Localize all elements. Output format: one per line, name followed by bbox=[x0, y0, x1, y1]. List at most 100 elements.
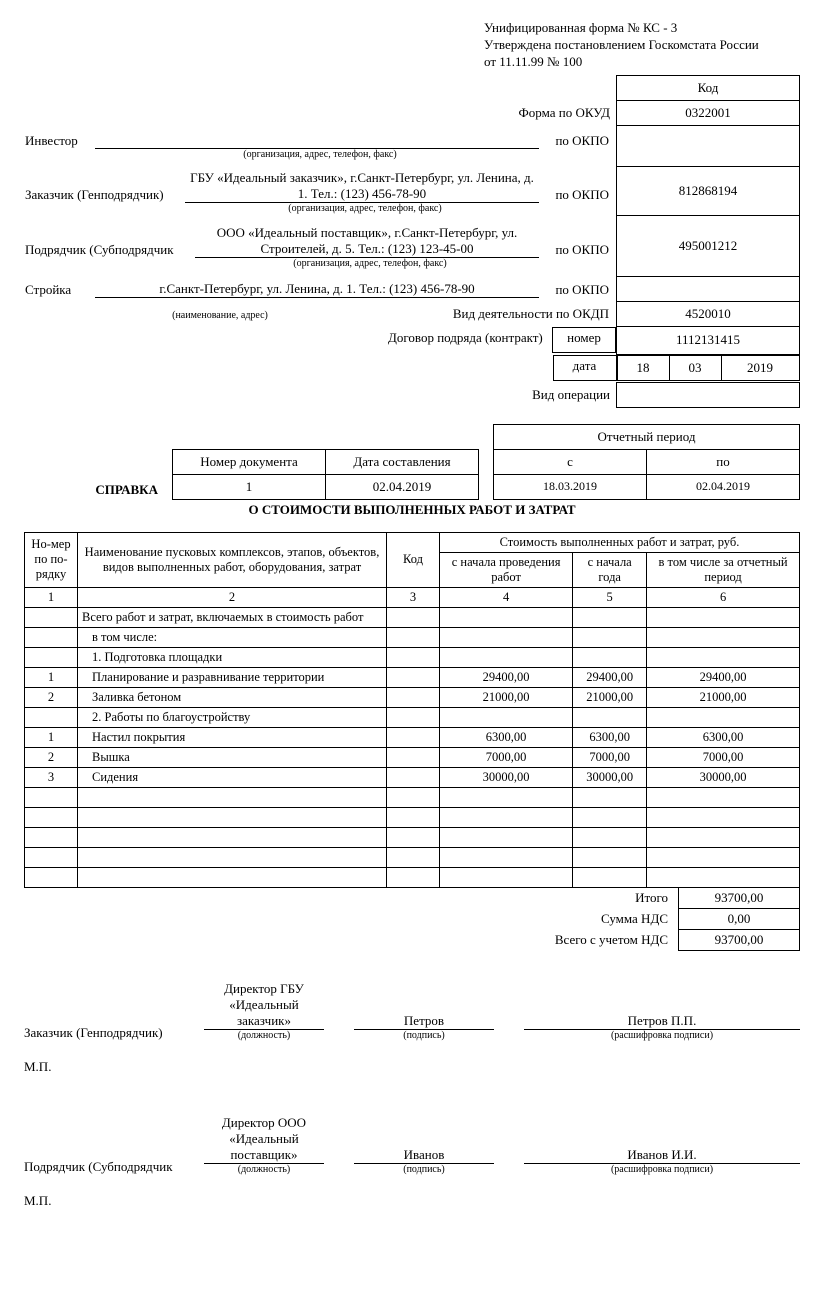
colnum-5: 5 bbox=[573, 587, 647, 607]
customer-pos: Директор ГБУ «Идеальный заказчик» bbox=[204, 981, 324, 1030]
colnum-6: 6 bbox=[647, 587, 800, 607]
contractor-label: Подрядчик (Субподрядчик bbox=[25, 242, 195, 258]
colnum-2: 2 bbox=[78, 587, 387, 607]
col-cost: Стоимость выполненных работ и затрат, ру… bbox=[440, 532, 800, 552]
doc-title2: О СТОИМОСТИ ВЫПОЛНЕННЫХ РАБОТ И ЗАТРАТ bbox=[24, 502, 800, 518]
site-okpo-label: по ОКПО bbox=[539, 282, 615, 298]
table-row: в том числе: bbox=[25, 627, 800, 647]
doc-num-label: Номер документа bbox=[173, 449, 326, 474]
name-note: (расшифровка подписи) bbox=[524, 1030, 800, 1041]
mp-customer: М.П. bbox=[24, 1059, 800, 1075]
pos-note2: (должность) bbox=[204, 1164, 324, 1175]
table-row: 2. Работы по благоустройству bbox=[25, 707, 800, 727]
table-row: 2Заливка бетоном 21000,0021000,0021000,0… bbox=[25, 687, 800, 707]
col-cost-b: с начала года bbox=[573, 552, 647, 587]
customer-value: ГБУ «Идеальный заказчик», г.Санкт-Петерб… bbox=[185, 170, 539, 203]
contractor-role: Подрядчик (Субподрядчик bbox=[24, 1159, 204, 1175]
colnum-3: 3 bbox=[387, 587, 440, 607]
period-to: 02.04.2019 bbox=[647, 474, 800, 499]
table-row: 3Сидения 30000,0030000,0030000,00 bbox=[25, 767, 800, 787]
period-table: Отчетный период с по 18.03.2019 02.04.20… bbox=[493, 424, 800, 500]
contractor-value: ООО «Идеальный поставщик», г.Санкт-Петер… bbox=[195, 225, 539, 258]
customer-name: Петров П.П. bbox=[524, 1013, 800, 1030]
customer-okpo-label: по ОКПО bbox=[539, 187, 615, 203]
code-header: Код bbox=[617, 75, 800, 100]
investor-okpo-label: по ОКПО bbox=[539, 133, 615, 149]
table-row bbox=[25, 827, 800, 847]
customer-note: (организация, адрес, телефон, факс) bbox=[185, 203, 545, 214]
site-value: г.Санкт-Петербург, ул. Ленина, д. 1. Тел… bbox=[95, 281, 539, 298]
sig-note2: (подпись) bbox=[354, 1164, 494, 1175]
table-row bbox=[25, 867, 800, 887]
approval-line: Утверждена постановлением Госкомстата Ро… bbox=[484, 37, 800, 54]
col-cost-c: в том числе за отчетный период bbox=[647, 552, 800, 587]
totals-table: Итого 93700,00 Сумма НДС 0,00 Всего с уч… bbox=[549, 887, 800, 951]
colnum-4: 4 bbox=[440, 587, 573, 607]
contractor-pos: Директор ООО «Идеальный поставщик» bbox=[204, 1115, 324, 1164]
table-row bbox=[25, 847, 800, 867]
investor-okpo bbox=[617, 125, 800, 166]
doc-num: 1 bbox=[173, 474, 326, 499]
table-row bbox=[25, 807, 800, 827]
date-line: от 11.11.99 № 100 bbox=[484, 54, 800, 71]
okud-label: Форма по ОКУД bbox=[24, 100, 617, 125]
operation-value bbox=[617, 382, 800, 407]
contractor-okpo-label: по ОКПО bbox=[539, 242, 615, 258]
customer-okpo: 812868194 bbox=[617, 166, 800, 215]
sig-note: (подпись) bbox=[354, 1030, 494, 1041]
form-header: Унифицированная форма № КС - 3 Утвержден… bbox=[484, 20, 800, 71]
colnum-1: 1 bbox=[25, 587, 78, 607]
works-table: Но-мер по по-рядку Наименование пусковых… bbox=[24, 532, 800, 888]
doc-title: СПРАВКА bbox=[24, 482, 158, 500]
col-cost-a: с начала проведения работ bbox=[440, 552, 573, 587]
table-row: 2Вышка 7000,007000,007000,00 bbox=[25, 747, 800, 767]
doc-info-table: Номер документа Дата составления 1 02.04… bbox=[172, 449, 479, 500]
activity-label: Вид деятельности по ОКДП bbox=[453, 306, 615, 322]
mp-contractor: М.П. bbox=[24, 1193, 800, 1209]
table-row: 1Настил покрытия 6300,006300,006300,00 bbox=[25, 727, 800, 747]
table-row: 1Планирование и разравнивание территории… bbox=[25, 667, 800, 687]
codes-table: Код Форма по ОКУД 0322001 Инвестор по ОК… bbox=[24, 75, 800, 408]
contract-day: 18 bbox=[617, 356, 669, 381]
col-code: Код bbox=[387, 532, 440, 587]
operation-label: Вид операции bbox=[24, 382, 617, 407]
table-row bbox=[25, 787, 800, 807]
grand-label: Всего с учетом НДС bbox=[549, 929, 679, 950]
col-num: Но-мер по по-рядку bbox=[25, 532, 78, 587]
contractor-okpo: 495001212 bbox=[617, 215, 800, 276]
contract-date-label: дата bbox=[553, 355, 617, 381]
contractor-name: Иванов И.И. bbox=[524, 1147, 800, 1164]
period-to-label: по bbox=[647, 449, 800, 474]
col-name: Наименование пусковых комплексов, этапов… bbox=[78, 532, 387, 587]
site-note: (наименование, адрес) bbox=[95, 310, 345, 321]
period-from: 18.03.2019 bbox=[494, 474, 647, 499]
vat-label: Сумма НДС bbox=[549, 908, 679, 929]
site-okpo bbox=[617, 276, 800, 301]
contract-label: Договор подряда (контракт) bbox=[388, 330, 543, 345]
customer-sig: Петров bbox=[354, 1013, 494, 1030]
grand-value: 93700,00 bbox=[679, 929, 800, 950]
investor-note: (организация, адрес, телефон, факс) bbox=[95, 149, 545, 160]
customer-role: Заказчик (Генподрядчик) bbox=[24, 1025, 204, 1041]
activity-value: 4520010 bbox=[617, 301, 800, 326]
name-note2: (расшифровка подписи) bbox=[524, 1164, 800, 1175]
contract-year: 2019 bbox=[721, 356, 799, 381]
customer-label: Заказчик (Генподрядчик) bbox=[25, 187, 185, 203]
investor-label: Инвестор bbox=[25, 133, 95, 149]
table-row: Всего работ и затрат, включаемых в стоим… bbox=[25, 607, 800, 627]
contractor-sig: Иванов bbox=[354, 1147, 494, 1164]
vat-value: 0,00 bbox=[679, 908, 800, 929]
period-label: Отчетный период bbox=[494, 424, 800, 449]
doc-date-label: Дата составления bbox=[326, 449, 479, 474]
form-name: Унифицированная форма № КС - 3 bbox=[484, 20, 800, 37]
customer-signature: Заказчик (Генподрядчик) Директор ГБУ «Ид… bbox=[24, 981, 800, 1041]
total-value: 93700,00 bbox=[679, 887, 800, 908]
contractor-signature: Подрядчик (Субподрядчик Директор ООО «Ид… bbox=[24, 1115, 800, 1175]
table-row: 1. Подготовка площадки bbox=[25, 647, 800, 667]
doc-date: 02.04.2019 bbox=[326, 474, 479, 499]
contract-num: 1112131415 bbox=[617, 326, 800, 354]
contract-num-label: номер bbox=[552, 327, 616, 353]
total-label: Итого bbox=[549, 887, 679, 908]
okud-value: 0322001 bbox=[617, 100, 800, 125]
contract-month: 03 bbox=[669, 356, 721, 381]
